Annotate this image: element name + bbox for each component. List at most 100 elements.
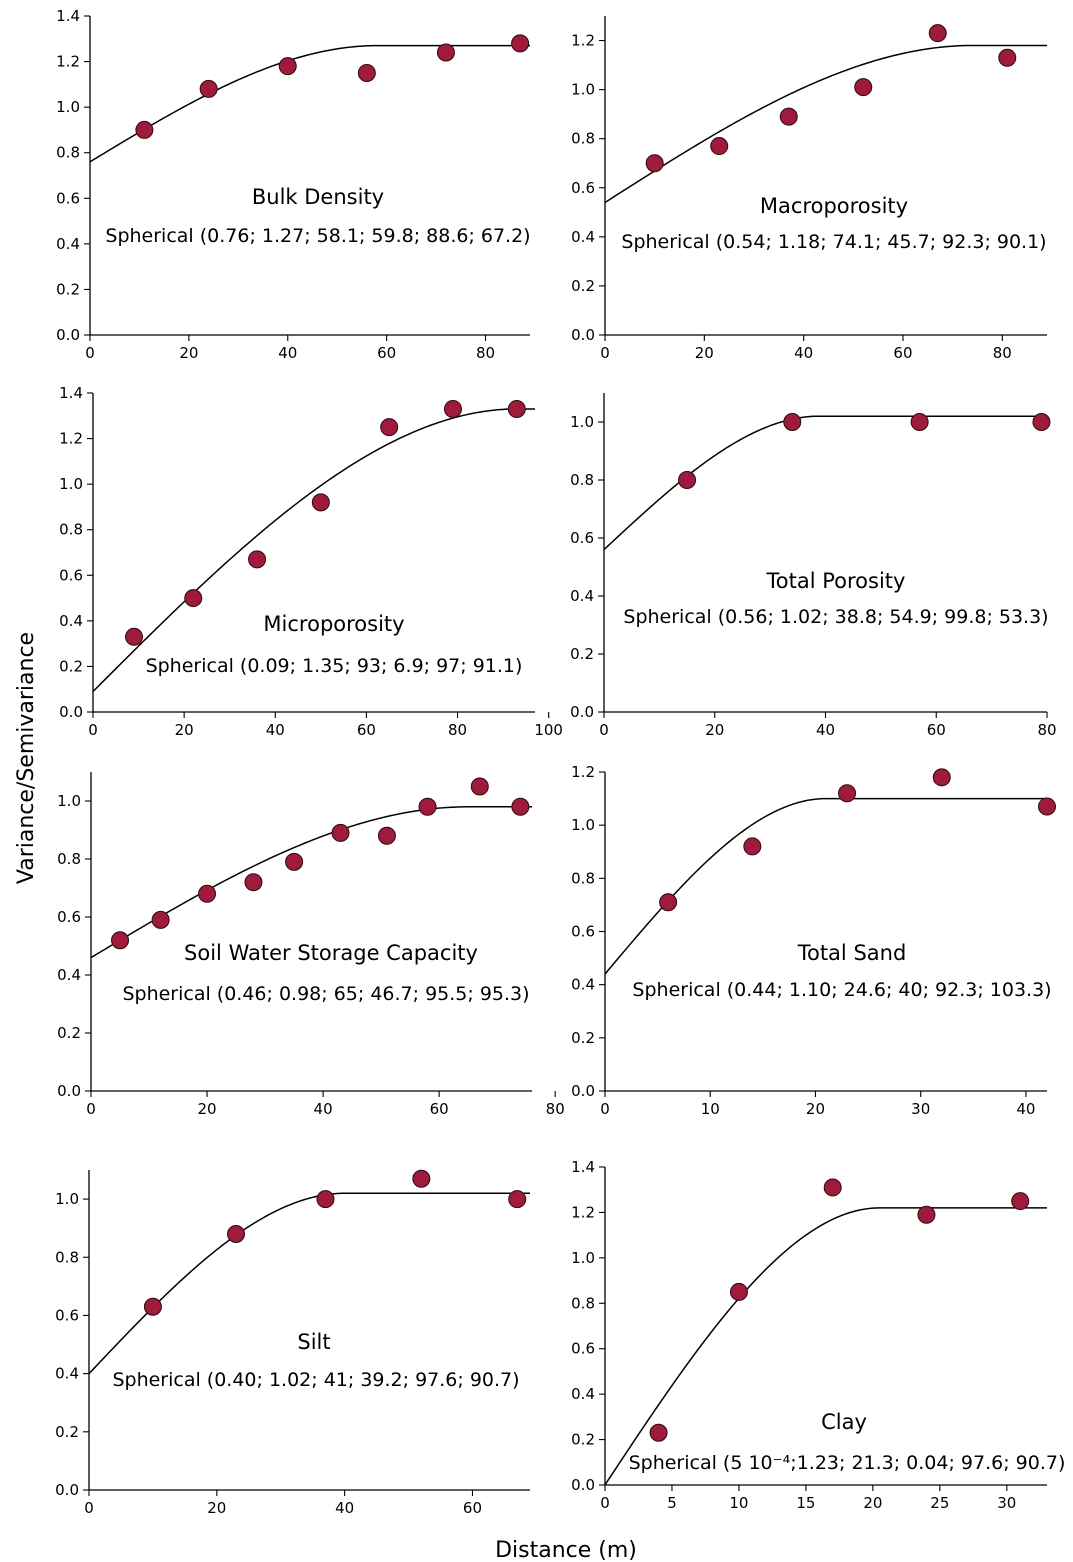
data-point: [783, 413, 802, 431]
y-tick-label: 0.8: [571, 1294, 595, 1312]
data-point: [418, 797, 437, 816]
variogram-panel: 0 5 10 15 20 25 30 0.0 0.2 0.4 0.6 0.8 1.0 1.2 1.4 Clay…: [571, 1158, 1065, 1512]
data-point: [910, 413, 929, 431]
x-tick-label: 10: [729, 1494, 748, 1512]
data-point: [285, 852, 304, 871]
y-tick-label: 0.4: [571, 1385, 595, 1403]
x-tick-label: 40: [816, 721, 835, 739]
data-point: [917, 1205, 936, 1224]
y-tick-label: 0.2: [56, 280, 80, 298]
data-point: [729, 1282, 748, 1301]
y-tick-label: 0.8: [570, 471, 594, 489]
y-tick-label: 1.0: [55, 1190, 79, 1208]
y-tick-label: 0.6: [56, 189, 80, 207]
y-tick-label: 1.2: [56, 53, 80, 71]
y-tick-label: 0.4: [570, 587, 594, 605]
data-point: [1011, 1192, 1030, 1211]
x-tick-label: 100: [534, 721, 563, 739]
data-point: [838, 784, 857, 803]
y-tick-label: 0.8: [571, 869, 595, 887]
data-point: [823, 1178, 842, 1197]
x-tick-label: 20: [175, 721, 194, 739]
y-tick-label: 1.4: [59, 384, 83, 402]
data-point: [508, 1190, 527, 1209]
y-tick-label: 0.8: [56, 144, 80, 162]
x-tick-label: 30: [911, 1100, 930, 1118]
panel-model-label: Spherical (0.76; 1.27; 58.1; 59.8; 88.6;…: [105, 225, 530, 247]
variogram-panel: 0 20 40 60 0.0 0.2 0.4 0.6 0.8 1.0 Silt Spherical (…: [55, 1169, 530, 1517]
data-point: [645, 154, 664, 173]
y-tick-label: 0.6: [57, 908, 81, 926]
variogram-panel: 0 20 40 60 80 0.0 0.2 0.4 0.6 0.8 1.0 1.2 1.4 Bulk De…: [56, 7, 530, 362]
y-tick-label: 0.0: [57, 1082, 81, 1100]
data-point: [227, 1225, 245, 1243]
y-tick-label: 0.0: [570, 703, 594, 721]
data-point: [135, 120, 154, 139]
x-tick-label: 40: [335, 1499, 354, 1517]
axis-spines: [604, 1167, 1047, 1486]
y-tick-label: 0.8: [571, 130, 595, 148]
y-tick-label: 0.2: [571, 1029, 595, 1047]
panel-title: Total Porosity: [766, 569, 906, 593]
y-tick-label: 0.8: [59, 521, 83, 539]
y-tick-label: 0.2: [571, 277, 595, 295]
panels-group: 0 20 40 60 80 0.0 0.2 0.4 0.6 0.8 1.0 1.2 1.4 Bulk De…: [55, 7, 1065, 1517]
y-tick-label: 0.0: [571, 1082, 595, 1100]
y-tick-label: 0.4: [57, 966, 81, 984]
y-tick-label: 1.2: [571, 32, 595, 50]
variogram-panel: 0 20 40 60 80 0.0 0.2 0.4 0.6 0.8 1.0 Total Porosit…: [570, 393, 1057, 739]
panel-model-label: Spherical (0.54; 1.18; 74.1; 45.7; 92.3;…: [621, 231, 1046, 253]
x-tick-label: 20: [695, 344, 714, 362]
y-tick-label: 1.0: [571, 1249, 595, 1267]
data-point: [278, 57, 297, 76]
data-point: [357, 63, 376, 82]
x-tick-label: 20: [179, 344, 198, 362]
y-tick-label: 1.0: [57, 792, 81, 810]
data-point: [659, 893, 678, 912]
x-tick-label: 40: [266, 721, 285, 739]
y-tick-label: 0.6: [571, 1340, 595, 1358]
data-point: [184, 589, 203, 608]
panel-model-label: Spherical (0.09; 1.35; 93; 6.9; 97; 91.1…: [146, 655, 523, 677]
y-tick-label: 0.0: [571, 1476, 595, 1494]
y-tick-label: 0.0: [56, 326, 80, 344]
x-tick-label: 40: [1016, 1100, 1035, 1118]
x-tick-label: 80: [546, 1100, 565, 1118]
x-tick-label: 0: [85, 344, 95, 362]
y-tick-label: 0.0: [59, 703, 83, 721]
panel-model-label: Spherical (0.46; 0.98; 65; 46.7; 95.5; 9…: [122, 983, 529, 1005]
model-curve: [604, 44, 1047, 204]
x-tick-label: 80: [1037, 721, 1056, 739]
model-curve: [604, 1207, 1047, 1486]
x-tick-label: 0: [600, 1100, 610, 1118]
y-tick-label: 1.2: [59, 430, 83, 448]
axis-spines: [89, 16, 530, 336]
x-tick-label: 20: [806, 1100, 825, 1118]
data-point: [199, 79, 218, 98]
x-tick-label: 10: [701, 1100, 720, 1118]
y-tick-label: 1.4: [571, 1158, 595, 1176]
data-point: [311, 493, 330, 512]
y-tick-label: 0.4: [59, 612, 83, 630]
panel-model-label: Spherical (5 10⁻⁴;1.23; 21.3; 0.04; 97.6…: [629, 1452, 1066, 1474]
model-curve: [90, 806, 532, 959]
model-curve: [92, 408, 535, 693]
x-tick-label: 0: [600, 1494, 610, 1512]
x-tick-label: 80: [448, 721, 467, 739]
x-tick-label: 60: [430, 1100, 449, 1118]
variogram-panel: 0 10 20 30 40 0.0 0.2 0.4 0.6 0.8 1.0 1.2 Total Sand…: [571, 763, 1056, 1118]
y-tick-label: 1.0: [59, 475, 83, 493]
data-point: [854, 78, 873, 97]
data-point: [1032, 413, 1051, 431]
data-point: [1038, 797, 1056, 816]
data-point: [511, 34, 530, 53]
x-tick-label: 5: [667, 1494, 677, 1512]
data-point: [377, 826, 396, 845]
x-tick-label: 20: [863, 1494, 882, 1512]
x-tick-label: 0: [88, 721, 98, 739]
panel-title: Total Sand: [797, 941, 907, 965]
y-tick-label: 1.2: [571, 763, 595, 781]
data-point: [244, 873, 263, 892]
y-tick-label: 1.2: [571, 1203, 595, 1221]
